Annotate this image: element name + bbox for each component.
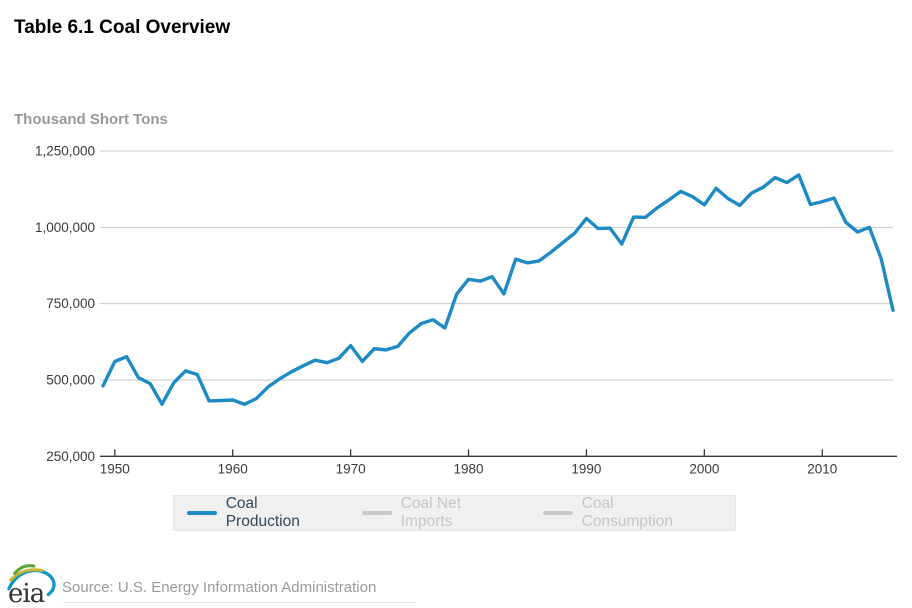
source-attribution: Source: U.S. Energy Information Administ… [62, 579, 377, 596]
svg-text:1980: 1980 [453, 461, 483, 476]
source-underline [63, 602, 415, 603]
legend-item-coal-net-imports[interactable]: Coal Net Imports [362, 495, 516, 531]
coal-production-line[interactable] [101, 173, 895, 406]
legend-label-coal-production: Coal Production [225, 495, 300, 530]
coal-net-imports-swatch-icon [362, 511, 392, 515]
svg-text:1950: 1950 [100, 461, 130, 476]
legend-item-coal-consumption[interactable]: Coal Consumption [542, 495, 708, 531]
svg-text:2010: 2010 [807, 461, 837, 476]
legend-item-coal-production[interactable]: Coal Production [187, 495, 335, 531]
svg-text:2000: 2000 [689, 461, 719, 476]
legend-label-coal-consumption: Coal Consumption [581, 495, 673, 530]
svg-text:1,250,000: 1,250,000 [35, 144, 95, 159]
svg-text:1970: 1970 [336, 461, 366, 476]
svg-text:750,000: 750,000 [46, 296, 95, 311]
x-axis [100, 449, 897, 457]
coal-consumption-swatch-icon [542, 511, 573, 515]
eia-logo: eia [7, 564, 56, 606]
page-title: Table 6.1 Coal Overview [14, 17, 231, 38]
eia-logo-text: eia [8, 579, 45, 606]
y-axis-tick-labels: 1,250,000 1,000,000 750,000 500,000 250,000 [35, 144, 95, 464]
legend-label-coal-net-imports: Coal Net Imports [400, 495, 462, 530]
coal-production-swatch-icon [187, 511, 217, 515]
svg-text:1,000,000: 1,000,000 [35, 220, 95, 235]
chart-legend: Coal Production Coal Net Imports Coal Co… [173, 495, 736, 531]
gridlines [100, 150, 893, 381]
svg-text:250,000: 250,000 [46, 449, 95, 464]
svg-text:1960: 1960 [218, 461, 248, 476]
svg-text:500,000: 500,000 [46, 372, 95, 387]
y-axis-unit-label: Thousand Short Tons [14, 111, 168, 128]
x-axis-tick-labels: 1950 1960 1970 1980 1990 2000 2010 [100, 461, 838, 476]
svg-text:1990: 1990 [571, 461, 601, 476]
